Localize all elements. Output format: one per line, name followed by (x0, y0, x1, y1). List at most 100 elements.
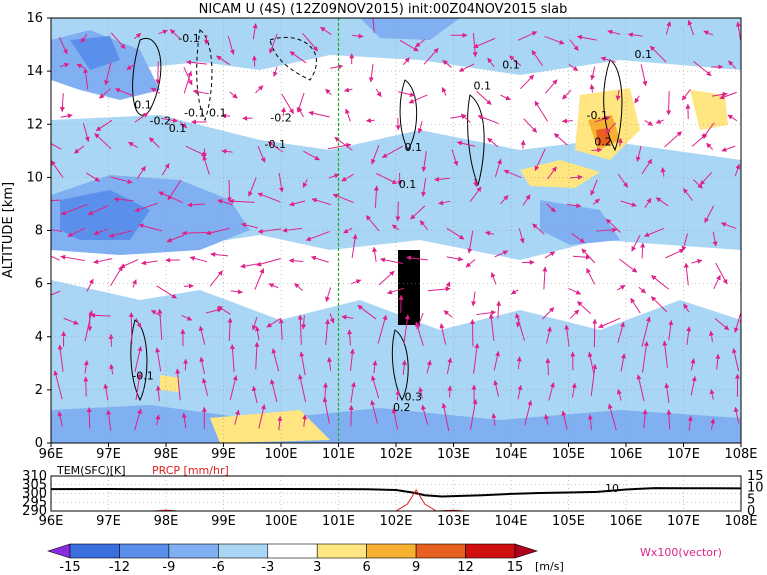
wind-vector (713, 274, 721, 290)
wind-vector (666, 409, 672, 430)
wind-vector (199, 356, 206, 375)
wind-vector (569, 309, 580, 319)
wind-vector (151, 309, 162, 317)
wind-vector (408, 94, 428, 104)
wind-vector (60, 113, 73, 119)
wind-vector (368, 63, 374, 83)
wind-vector (277, 415, 283, 431)
wind-vector (332, 193, 354, 204)
wind-vector (289, 51, 307, 64)
wind-vector (500, 195, 509, 205)
wind-vector (706, 142, 714, 150)
colorbar: -15 -12 -9 -6 -3 3 6 9 12 15 (47, 543, 538, 575)
wind-vector (421, 404, 429, 425)
wind-vector (715, 353, 721, 370)
x-axis-ticks: 96E 97E 98E 99E 100E 101E 102E 103E 104E 105E 106E… (39, 443, 758, 462)
x-tick-label: 100E (264, 447, 297, 462)
x-tick-label: 98E (154, 447, 179, 462)
wind-vector (325, 88, 332, 96)
wind-vector (590, 363, 598, 396)
wind-vector (605, 218, 621, 233)
main-plot: -0.10.1-0.2-0.1 0.10.1-0.2-0.1 0.10.10.10.… (26, 11, 758, 462)
wind-vector (683, 262, 689, 286)
lower-x-tick-label: 105E (552, 514, 585, 529)
wind-vector (473, 343, 480, 374)
wind-vector (305, 231, 330, 242)
wind-vector (51, 255, 61, 261)
wind-vector (731, 347, 740, 372)
wind-vector (710, 418, 716, 430)
lower-frame (50, 475, 742, 512)
shade-right-mid (540, 200, 620, 245)
wind-vector (590, 66, 596, 81)
colorbar-label: 9 (412, 560, 420, 575)
wind-vector (83, 67, 89, 90)
wind-vector (403, 314, 410, 345)
x-tick-label: 104E (494, 447, 527, 462)
wind-vector (733, 406, 740, 424)
wind-vector (682, 188, 694, 202)
colorbar-label: -9 (162, 560, 175, 575)
wind-vector (641, 158, 653, 175)
wind-vector (371, 144, 380, 165)
wind-vector (104, 62, 112, 86)
colorbar-box (267, 543, 318, 559)
wind-vector (476, 310, 497, 316)
wind-vector (566, 203, 582, 209)
wind-vector (494, 158, 502, 177)
x-tick-label: 97E (96, 447, 121, 462)
wind-vector (296, 92, 305, 113)
wind-vector (687, 19, 695, 36)
y-axis-ticks: 0 2 4 6 8 10 12 14 16 (26, 11, 51, 451)
colorbar-box (218, 543, 269, 559)
wind-vector (80, 33, 88, 43)
wind-vector (690, 376, 697, 396)
wind-vector (691, 258, 703, 264)
contour-label: 0.1 (169, 122, 187, 135)
wind-vector (395, 389, 401, 401)
wind-vector (655, 197, 669, 207)
wind-vector (631, 234, 641, 252)
wind-vector (620, 353, 626, 372)
wind-vector (617, 321, 625, 343)
wind-vector (642, 340, 649, 373)
wind-vector (571, 382, 577, 398)
wind-vector (128, 312, 134, 345)
wind-vector (509, 55, 522, 67)
y-axis-label: ALTITUDE [km] (1, 182, 16, 278)
wind-vector (496, 300, 502, 319)
wind-vector (51, 229, 63, 232)
wind-vector (607, 403, 617, 431)
wind-vector (470, 399, 478, 430)
wind-vector (242, 115, 253, 121)
wind-vector (51, 199, 61, 202)
wind-vector (248, 177, 257, 197)
colorbar-box (69, 543, 120, 559)
wind-vector (415, 39, 426, 48)
prcp-line (51, 489, 741, 512)
wind-vector (73, 145, 85, 154)
y-tick-label: 4 (35, 330, 43, 345)
contour-label: -0.1 (265, 138, 286, 151)
wind-vector (63, 317, 79, 325)
wind-vector (568, 63, 579, 72)
wind-vector (134, 202, 158, 212)
wind-vector (391, 408, 399, 430)
wind-vector (607, 29, 621, 35)
wind-vector (350, 381, 356, 403)
wind-vector (251, 316, 258, 331)
wind-vector (302, 179, 308, 188)
wind-vector (473, 178, 478, 188)
wind-vector (183, 283, 194, 289)
tem-label: TEM(SFC)[K] (56, 464, 126, 477)
wind-vector (423, 47, 439, 65)
wind-vector (135, 372, 142, 401)
wind-vector (322, 397, 330, 424)
wind-vector (460, 113, 471, 123)
lower-x-tick-label: 102E (379, 514, 412, 529)
wind-vector (281, 93, 294, 115)
wind-vector (126, 63, 135, 71)
wind-vector (733, 312, 741, 333)
wind-vector (476, 90, 492, 105)
